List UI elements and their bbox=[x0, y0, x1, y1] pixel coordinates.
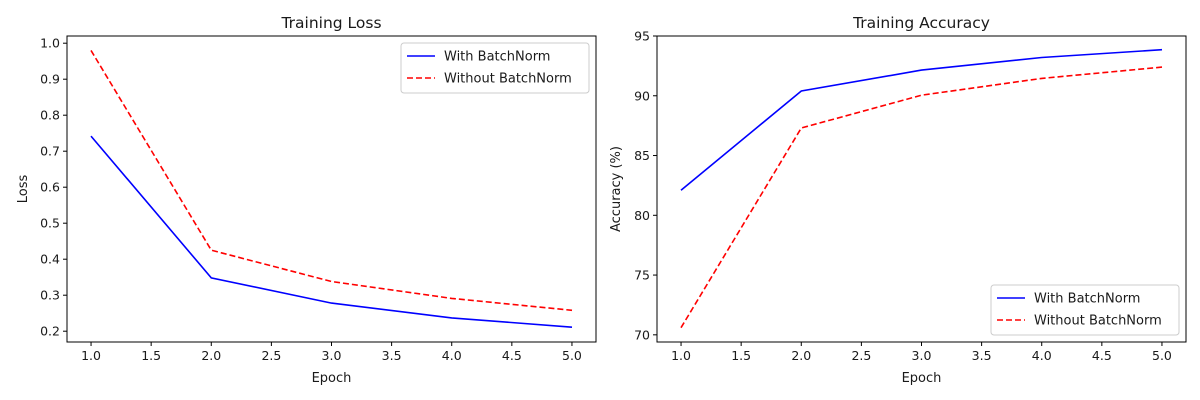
x-tick-label: 2.0 bbox=[791, 348, 811, 363]
x-tick-label: 4.0 bbox=[1032, 348, 1052, 363]
data-point bbox=[331, 281, 333, 283]
series-line-1 bbox=[680, 48, 1163, 191]
data-point bbox=[571, 326, 573, 328]
data-point bbox=[680, 189, 682, 191]
y-tick-label: 90 bbox=[634, 88, 650, 103]
x-tick-label: 2.0 bbox=[201, 348, 221, 363]
x-tick-label: 4.5 bbox=[1092, 348, 1112, 363]
data-point bbox=[210, 249, 212, 251]
chart-panel-2: Training Accuracy 1.0 1.5 2.0 2.5 3.0 3.5 4.0 4.… bbox=[609, 14, 1187, 386]
x-tick-label: 4.0 bbox=[442, 348, 462, 363]
y-tick-label: 0.4 bbox=[40, 252, 60, 267]
x-tick-label: 2.5 bbox=[261, 348, 281, 363]
y-tick-label: 0.7 bbox=[40, 144, 60, 159]
data-point bbox=[1041, 57, 1043, 59]
series-line-2 bbox=[90, 49, 573, 312]
x-tick-label: 1.0 bbox=[81, 348, 101, 363]
x-tick-label: 3.5 bbox=[382, 348, 402, 363]
data-point bbox=[331, 302, 333, 304]
y-tick-label: 70 bbox=[634, 327, 650, 342]
y-tick-label: 1.0 bbox=[40, 36, 60, 51]
y-tick-label: 85 bbox=[634, 148, 650, 163]
data-point bbox=[451, 317, 453, 319]
y-tick-label: 80 bbox=[634, 208, 650, 223]
legend-label-1: With BatchNorm bbox=[1034, 292, 1140, 307]
data-point bbox=[1161, 49, 1163, 51]
x-tick-label: 3.5 bbox=[972, 348, 992, 363]
y-axis-label: Accuracy (%) bbox=[609, 146, 624, 232]
x-tick-label: 3.0 bbox=[912, 348, 932, 363]
x-tick-label: 5.0 bbox=[1152, 348, 1172, 363]
y-tick-label: 0.3 bbox=[40, 288, 60, 303]
series-line-1 bbox=[90, 135, 573, 328]
y-tick-label: 95 bbox=[634, 29, 650, 44]
legend-label-1: With BatchNorm bbox=[444, 50, 550, 65]
legend-box bbox=[990, 284, 1180, 336]
data-point bbox=[1041, 78, 1043, 80]
y-tick-label: 0.5 bbox=[40, 216, 60, 231]
y-tick-label: 0.9 bbox=[40, 72, 60, 87]
series-line-2 bbox=[680, 66, 1163, 329]
x-tick-label: 1.5 bbox=[731, 348, 751, 363]
x-axis-label: Epoch bbox=[312, 371, 352, 386]
x-tick-label: 5.0 bbox=[562, 348, 582, 363]
data-point bbox=[210, 277, 212, 279]
chart-panel-1: Training Loss 1.0 1.5 2.0 2.5 3.0 3.5 4.0 4.5 5.0… bbox=[16, 14, 597, 386]
y-axis-label: Loss bbox=[16, 175, 31, 204]
chart-title: Training Loss bbox=[280, 14, 381, 32]
data-point bbox=[921, 94, 923, 96]
data-point bbox=[90, 50, 92, 52]
chart-title: Training Accuracy bbox=[852, 14, 990, 32]
data-point bbox=[571, 310, 573, 312]
x-tick-label: 1.0 bbox=[671, 348, 691, 363]
legend-label-2: Without BatchNorm bbox=[444, 72, 572, 87]
y-tick-label: 0.6 bbox=[40, 180, 60, 195]
legend: With BatchNorm Without BatchNorm bbox=[400, 42, 590, 94]
data-point bbox=[680, 327, 682, 329]
data-point bbox=[451, 298, 453, 300]
x-tick-label: 4.5 bbox=[502, 348, 522, 363]
x-axis-label: Epoch bbox=[902, 371, 942, 386]
data-point bbox=[800, 90, 802, 92]
data-point bbox=[90, 135, 92, 137]
x-tick-label: 2.5 bbox=[851, 348, 871, 363]
y-tick-label: 0.2 bbox=[40, 324, 60, 339]
y-tick-label: 0.8 bbox=[40, 108, 60, 123]
data-point bbox=[1161, 66, 1163, 68]
data-point bbox=[921, 69, 923, 71]
x-tick-label: 1.5 bbox=[141, 348, 161, 363]
x-tick-label: 3.0 bbox=[322, 348, 342, 363]
y-tick-label: 75 bbox=[634, 268, 650, 283]
legend-box bbox=[400, 42, 590, 94]
data-point bbox=[800, 127, 802, 129]
legend: With BatchNorm Without BatchNorm bbox=[990, 284, 1180, 336]
legend-label-2: Without BatchNorm bbox=[1034, 314, 1162, 329]
